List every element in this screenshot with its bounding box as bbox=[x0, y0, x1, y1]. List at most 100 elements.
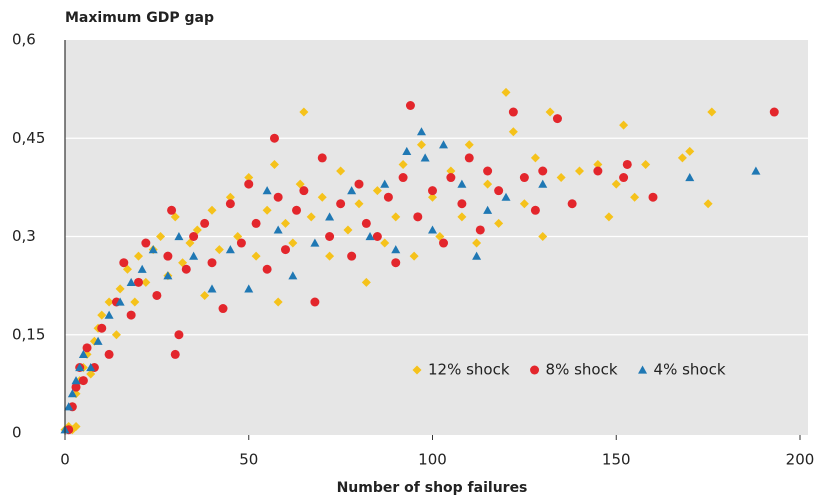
point bbox=[483, 166, 493, 176]
point bbox=[75, 363, 85, 372]
point bbox=[262, 264, 272, 274]
point bbox=[137, 264, 147, 273]
point bbox=[178, 258, 188, 268]
y-tick-label: 0,3 bbox=[12, 227, 36, 245]
point bbox=[78, 349, 88, 358]
point bbox=[214, 245, 224, 255]
point bbox=[97, 323, 107, 333]
point bbox=[130, 297, 140, 307]
point bbox=[538, 232, 548, 241]
point bbox=[413, 212, 423, 222]
point bbox=[619, 120, 629, 130]
legend-label: 8% shock bbox=[546, 361, 618, 379]
point bbox=[475, 225, 485, 235]
point bbox=[412, 365, 422, 375]
y-tick-label: 0,45 bbox=[12, 129, 45, 147]
point bbox=[93, 336, 103, 345]
point bbox=[552, 114, 562, 124]
point bbox=[207, 205, 217, 215]
point bbox=[593, 159, 603, 169]
point bbox=[439, 238, 449, 248]
point bbox=[383, 192, 393, 202]
point bbox=[86, 369, 96, 379]
point bbox=[273, 225, 283, 234]
point bbox=[519, 199, 529, 209]
point bbox=[593, 166, 603, 176]
point bbox=[638, 365, 648, 374]
points bbox=[60, 87, 779, 435]
point bbox=[225, 192, 235, 202]
point bbox=[192, 225, 202, 235]
point bbox=[170, 349, 180, 359]
point bbox=[391, 245, 401, 254]
x-tick-label: 100 bbox=[418, 451, 447, 469]
point bbox=[519, 173, 529, 183]
point bbox=[372, 232, 382, 241]
y-tick-label: 0 bbox=[12, 424, 22, 442]
point bbox=[122, 264, 132, 274]
point bbox=[494, 218, 504, 228]
point bbox=[685, 146, 695, 156]
point bbox=[347, 251, 357, 261]
x-tick-label: 0 bbox=[60, 451, 70, 469]
point bbox=[501, 87, 511, 97]
point bbox=[380, 238, 390, 248]
point bbox=[416, 127, 426, 136]
point bbox=[71, 382, 81, 392]
point bbox=[707, 107, 717, 117]
point bbox=[244, 173, 254, 183]
point bbox=[508, 127, 518, 137]
point bbox=[299, 186, 309, 196]
point bbox=[538, 166, 548, 176]
point bbox=[141, 277, 151, 287]
x-tick-label: 200 bbox=[786, 451, 815, 469]
point bbox=[111, 330, 121, 340]
point bbox=[446, 166, 456, 176]
point bbox=[336, 199, 346, 209]
point bbox=[292, 205, 302, 215]
legend-label: 12% shock bbox=[428, 361, 510, 379]
point bbox=[472, 251, 482, 260]
point bbox=[218, 304, 228, 314]
point bbox=[428, 225, 437, 234]
point bbox=[472, 238, 482, 248]
point bbox=[545, 107, 555, 117]
point bbox=[648, 192, 658, 202]
point bbox=[288, 238, 298, 248]
point bbox=[409, 251, 419, 261]
point bbox=[380, 179, 390, 188]
point bbox=[310, 238, 320, 247]
point bbox=[126, 310, 136, 320]
point bbox=[86, 363, 96, 372]
point bbox=[207, 284, 217, 293]
point bbox=[677, 153, 687, 163]
y-tick-label: 0,15 bbox=[12, 325, 45, 343]
point bbox=[189, 232, 199, 241]
point bbox=[446, 173, 456, 183]
point bbox=[299, 107, 309, 117]
point bbox=[167, 205, 177, 215]
point bbox=[281, 218, 290, 228]
point bbox=[435, 232, 445, 241]
point bbox=[457, 212, 467, 222]
point bbox=[501, 192, 511, 201]
point bbox=[170, 212, 180, 222]
point bbox=[391, 258, 401, 268]
point bbox=[78, 376, 88, 386]
point bbox=[269, 133, 279, 143]
point bbox=[104, 349, 114, 359]
point bbox=[530, 153, 540, 163]
point bbox=[630, 192, 640, 202]
point bbox=[457, 179, 467, 188]
point bbox=[343, 225, 353, 235]
point bbox=[398, 173, 408, 183]
point bbox=[97, 310, 107, 320]
point bbox=[464, 153, 474, 163]
point bbox=[317, 192, 327, 202]
point bbox=[134, 251, 143, 261]
point bbox=[325, 251, 335, 261]
point bbox=[365, 232, 375, 241]
point bbox=[347, 186, 357, 195]
point bbox=[483, 179, 493, 189]
point bbox=[181, 264, 191, 274]
